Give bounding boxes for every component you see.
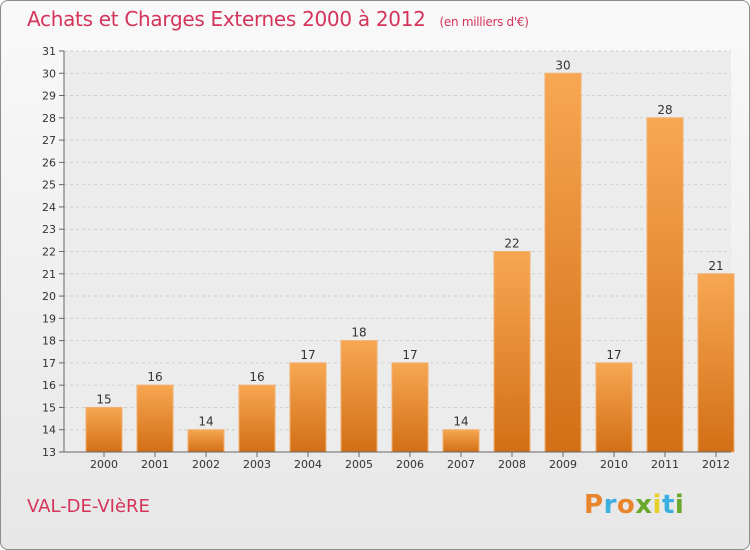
data-label: 14 <box>198 415 213 429</box>
bar <box>136 384 174 453</box>
y-tick-label: 16 <box>42 379 56 392</box>
logo-letter: t <box>661 490 675 520</box>
y-tick-label: 30 <box>42 67 56 80</box>
y-tick-label: 19 <box>42 312 56 325</box>
bar <box>595 362 633 453</box>
bar <box>85 406 123 453</box>
y-tick-label: 23 <box>42 223 56 236</box>
axes: 13 14 15 16 17 18 19 20 21 22 23 24 25 26 27 28 29 30 31 20… <box>42 45 731 471</box>
proxiti-logo: Proxiti <box>584 490 684 520</box>
bar <box>697 273 735 453</box>
logo-letter: i <box>674 490 685 520</box>
y-tick-label: 22 <box>42 246 56 259</box>
x-tick-label: 2011 <box>651 458 679 471</box>
y-tick-label: 27 <box>42 134 56 147</box>
data-label: 22 <box>504 237 519 251</box>
logo-letter: i <box>652 490 662 520</box>
y-tick-label: 14 <box>42 424 56 437</box>
data-label: 21 <box>708 259 723 273</box>
bar <box>340 340 378 453</box>
bar <box>238 384 276 453</box>
x-tick-label: 2006 <box>396 458 424 471</box>
bars: 15 16 14 16 17 18 17 14 22 30 17 28 21 <box>85 58 735 453</box>
y-tick-label: 26 <box>42 156 56 169</box>
chart-unit: (en milliers d'€) <box>439 15 529 29</box>
bar <box>646 117 684 453</box>
y-tick-label: 21 <box>42 268 56 281</box>
data-label: 14 <box>453 415 468 429</box>
y-tick-label: 15 <box>42 401 56 414</box>
x-tick-label: 2010 <box>600 458 628 471</box>
x-tick-label: 2001 <box>141 458 169 471</box>
x-tick-label: 2012 <box>702 458 730 471</box>
x-tick-label: 2000 <box>90 458 118 471</box>
data-label: 17 <box>402 348 417 362</box>
chart-title-text: Achats et Charges Externes 2000 à 2012 <box>27 7 426 31</box>
y-tick-label: 18 <box>42 335 56 348</box>
data-label: 16 <box>147 370 162 384</box>
logo-letter: P <box>584 490 604 520</box>
x-tick-label: 2002 <box>192 458 220 471</box>
y-tick-label: 29 <box>42 90 56 103</box>
y-tick-label: 25 <box>42 179 56 192</box>
bar <box>391 362 429 453</box>
data-label: 17 <box>606 348 621 362</box>
x-tick-label: 2009 <box>549 458 577 471</box>
data-label: 16 <box>249 370 264 384</box>
bar <box>187 429 225 453</box>
bar <box>544 72 582 453</box>
x-tick-label: 2008 <box>498 458 526 471</box>
chart-title: Achats et Charges Externes 2000 à 2012 (e… <box>27 7 529 31</box>
logo-letter: r <box>603 490 617 520</box>
x-tick-label: 2003 <box>243 458 271 471</box>
x-tick-label: 2005 <box>345 458 373 471</box>
y-tick-label: 24 <box>42 201 56 214</box>
bar <box>289 362 327 453</box>
y-tick-label: 28 <box>42 112 56 125</box>
x-tick-label: 2007 <box>447 458 475 471</box>
commune-name: VAL-DE-VIèRE <box>27 496 150 517</box>
y-tick-label: 17 <box>42 357 56 370</box>
y-tick-label: 31 <box>42 45 56 58</box>
y-tick-label: 20 <box>42 290 56 303</box>
data-label: 30 <box>555 58 570 72</box>
data-label: 28 <box>657 103 672 117</box>
bar <box>442 429 480 453</box>
y-tick-label: 13 <box>42 446 56 459</box>
logo-letter: x <box>635 490 653 520</box>
data-label: 18 <box>351 326 366 340</box>
bar <box>493 251 531 453</box>
x-tick-label: 2004 <box>294 458 322 471</box>
data-label: 15 <box>96 392 111 406</box>
logo-letter: o <box>616 490 636 520</box>
data-label: 17 <box>300 348 315 362</box>
